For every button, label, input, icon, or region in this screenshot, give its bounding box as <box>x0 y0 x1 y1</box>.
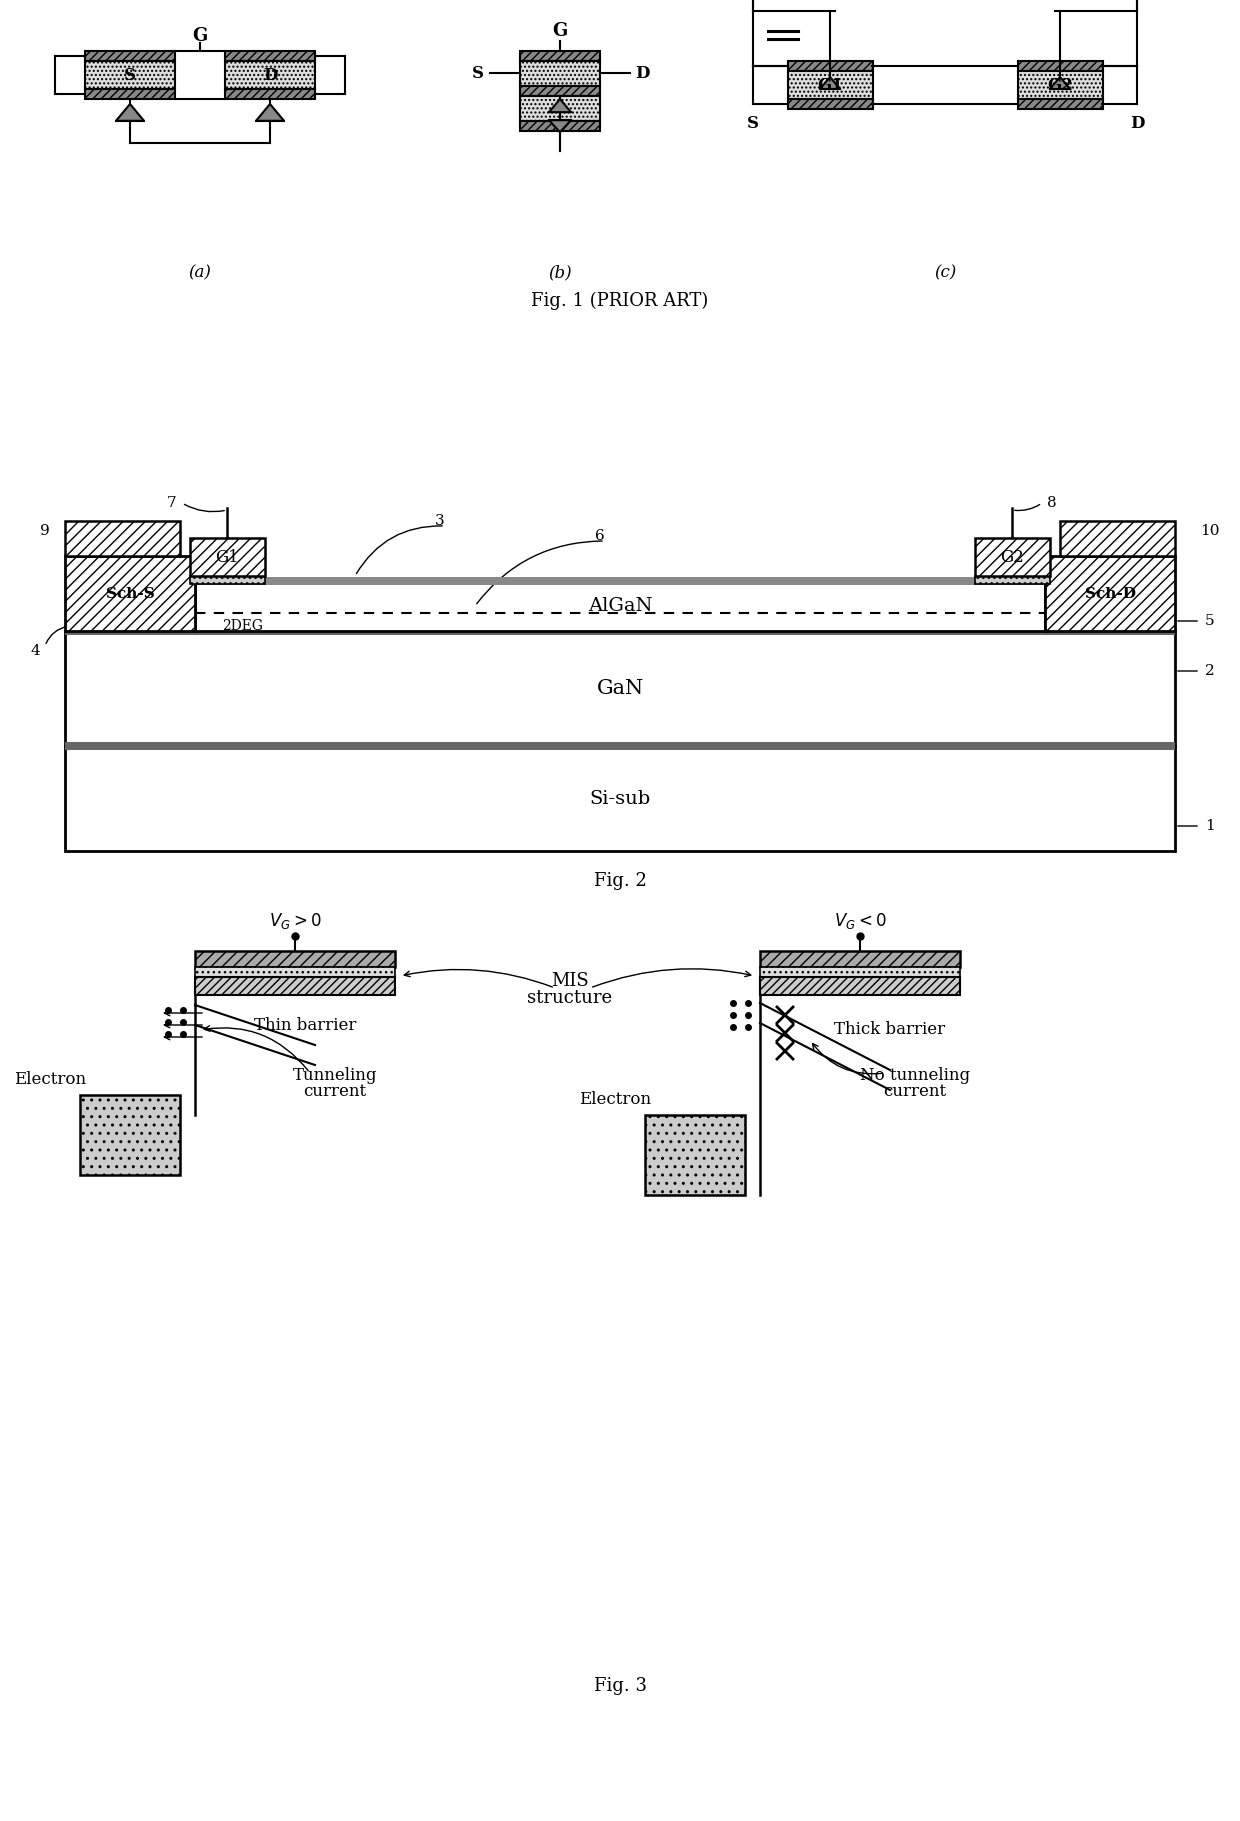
Text: G1: G1 <box>817 76 843 93</box>
Text: (c): (c) <box>934 264 956 282</box>
Text: 8: 8 <box>1048 495 1056 510</box>
Bar <box>190 575 265 585</box>
Bar <box>195 577 1045 585</box>
Bar <box>520 86 600 97</box>
Text: 10: 10 <box>1200 524 1220 537</box>
Text: Si-sub: Si-sub <box>589 790 651 809</box>
Text: Thin barrier: Thin barrier <box>254 1016 356 1034</box>
Text: 9: 9 <box>40 524 50 537</box>
Bar <box>81 1094 180 1175</box>
Text: $V_G < 0$: $V_G < 0$ <box>833 910 887 931</box>
Bar <box>1018 98 1104 109</box>
Text: AlGaN: AlGaN <box>588 597 652 615</box>
Bar <box>64 555 195 632</box>
Bar <box>195 951 396 967</box>
Text: 6: 6 <box>595 528 605 543</box>
Bar <box>1018 71 1104 98</box>
Bar <box>64 632 1176 747</box>
Text: Fig. 3: Fig. 3 <box>594 1677 646 1695</box>
Bar <box>86 51 175 60</box>
Bar <box>64 521 180 555</box>
Text: G2: G2 <box>1001 548 1024 566</box>
Text: S: S <box>472 64 484 82</box>
Bar <box>787 98 873 109</box>
Bar <box>224 60 315 89</box>
Text: Sch-S: Sch-S <box>105 586 154 601</box>
Text: G2: G2 <box>1047 76 1073 93</box>
Bar <box>64 747 1176 850</box>
Bar <box>64 741 1176 750</box>
Text: D: D <box>263 67 278 84</box>
Text: 5: 5 <box>1205 614 1215 628</box>
Text: 1: 1 <box>1205 819 1215 832</box>
Bar <box>190 537 265 575</box>
Text: GaN: GaN <box>596 679 644 699</box>
Text: Thick barrier: Thick barrier <box>835 1022 946 1038</box>
Bar <box>195 581 1045 632</box>
Bar <box>195 967 396 978</box>
Polygon shape <box>549 120 570 133</box>
Text: 4: 4 <box>30 645 40 657</box>
Bar <box>520 97 600 120</box>
Text: 2: 2 <box>1205 665 1215 677</box>
Polygon shape <box>117 104 144 120</box>
Bar <box>1045 555 1176 632</box>
Bar <box>86 89 175 98</box>
Text: No tunneling: No tunneling <box>859 1067 970 1083</box>
Text: Tunneling: Tunneling <box>293 1067 377 1083</box>
Text: 7: 7 <box>167 495 177 510</box>
Text: S: S <box>746 115 759 133</box>
Text: MIS: MIS <box>551 972 589 991</box>
Bar <box>975 537 1050 575</box>
Text: D: D <box>1130 115 1145 133</box>
Text: 3: 3 <box>435 514 445 528</box>
Bar <box>787 60 873 71</box>
Text: Fig. 1 (PRIOR ART): Fig. 1 (PRIOR ART) <box>532 291 708 310</box>
Text: Fig. 2: Fig. 2 <box>594 872 646 890</box>
Bar <box>1060 521 1176 555</box>
Text: (b): (b) <box>548 264 572 282</box>
Bar <box>760 978 960 994</box>
Text: Sch-D: Sch-D <box>1085 586 1136 601</box>
Bar <box>975 575 1050 585</box>
Bar <box>1018 60 1104 71</box>
Text: Electron: Electron <box>579 1091 651 1109</box>
Text: G: G <box>192 27 207 46</box>
Bar <box>86 60 175 89</box>
Bar <box>645 1114 745 1195</box>
Text: current: current <box>883 1082 946 1100</box>
Bar <box>760 967 960 978</box>
Polygon shape <box>1050 76 1070 89</box>
Text: Electron: Electron <box>14 1071 86 1089</box>
Text: 2DEG: 2DEG <box>222 619 263 634</box>
Bar <box>760 951 960 967</box>
Polygon shape <box>255 104 284 120</box>
Bar <box>195 978 396 994</box>
Text: S: S <box>124 67 136 84</box>
Polygon shape <box>820 76 839 89</box>
Bar <box>520 120 600 131</box>
Bar <box>64 626 1176 636</box>
Bar <box>787 71 873 98</box>
Bar <box>224 51 315 60</box>
Text: G: G <box>552 22 568 40</box>
Polygon shape <box>549 98 570 113</box>
Text: (a): (a) <box>188 264 212 282</box>
Bar <box>224 89 315 98</box>
Bar <box>520 60 600 86</box>
Text: current: current <box>304 1082 367 1100</box>
Bar <box>520 51 600 60</box>
Text: G1: G1 <box>215 548 239 566</box>
Text: $V_G > 0$: $V_G > 0$ <box>269 910 321 931</box>
Text: structure: structure <box>527 989 613 1007</box>
Text: D: D <box>635 64 650 82</box>
